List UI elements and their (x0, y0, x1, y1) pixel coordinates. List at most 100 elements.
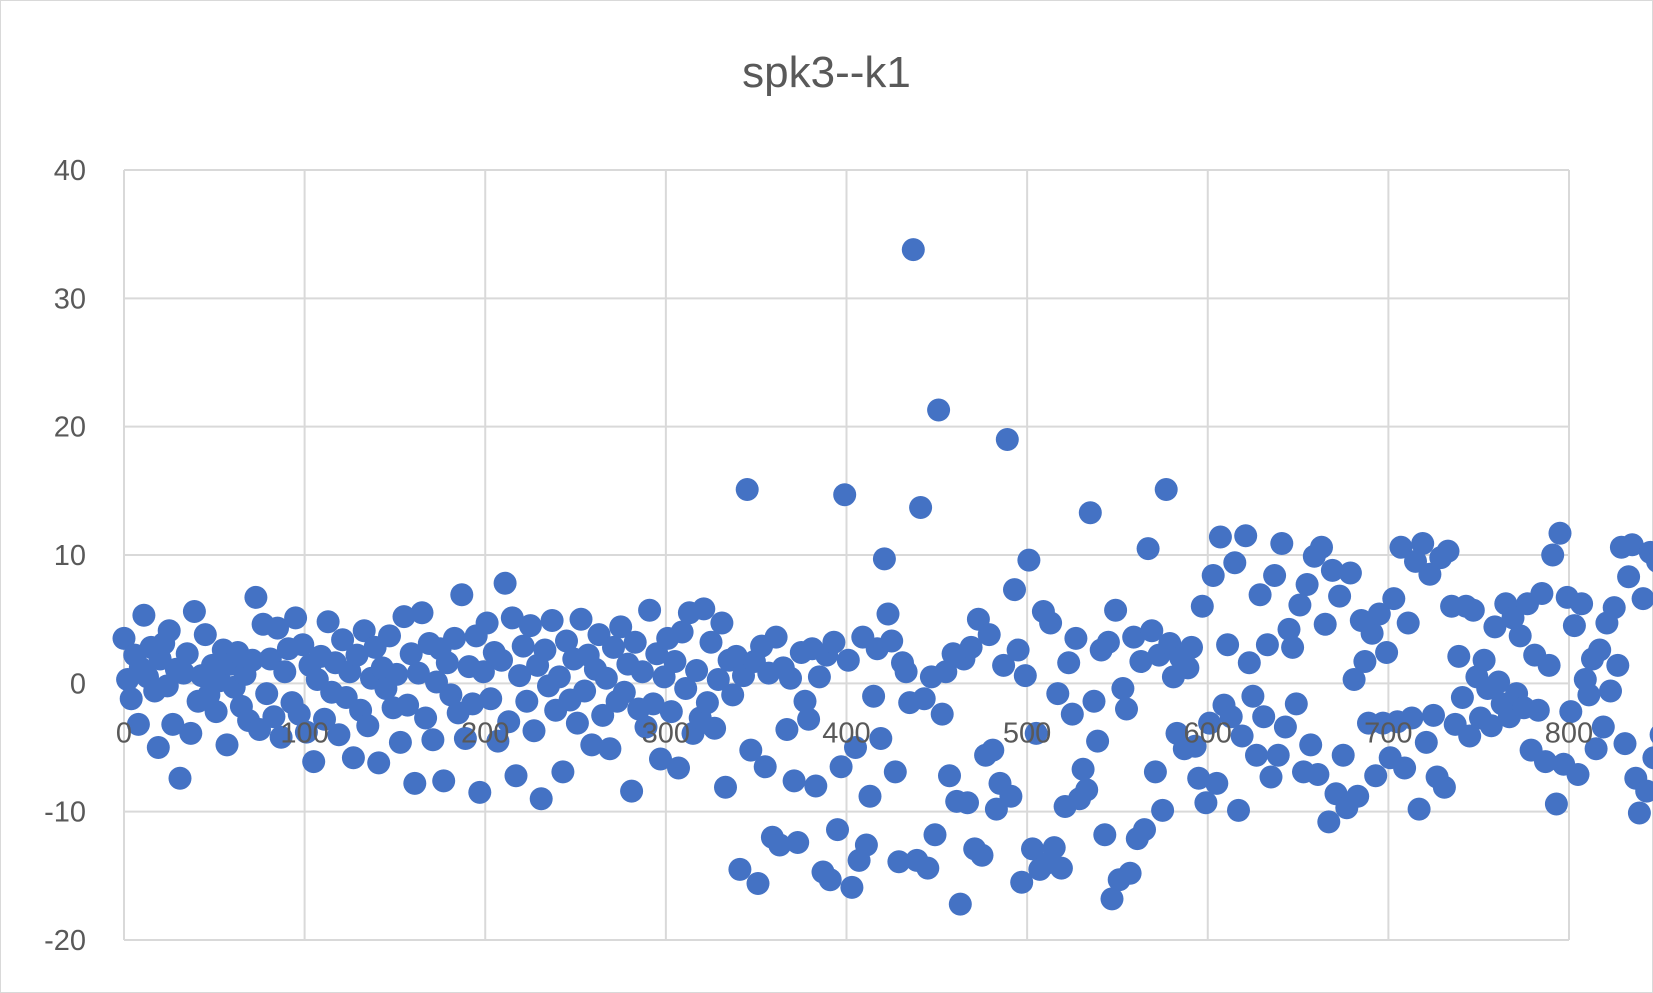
data-point (1508, 624, 1532, 648)
data-point (385, 662, 409, 686)
x-tick-label: 100 (280, 717, 328, 749)
data-point (880, 629, 904, 653)
data-point (1627, 801, 1651, 825)
data-point (786, 831, 810, 854)
data-point (432, 769, 456, 793)
data-point (1288, 593, 1312, 617)
data-point (1310, 535, 1333, 559)
data-point (1613, 732, 1637, 756)
data-point (1281, 635, 1305, 659)
data-point (1400, 706, 1424, 730)
data-point (215, 733, 239, 757)
data-point (1259, 765, 1283, 789)
data-point (497, 710, 521, 734)
data-point (602, 635, 625, 659)
data-point (1122, 625, 1146, 649)
data-point (634, 715, 658, 739)
data-point (1458, 724, 1482, 748)
data-point (547, 665, 571, 689)
data-point (1183, 734, 1207, 758)
data-point (132, 603, 156, 627)
data-point (1432, 775, 1456, 799)
data-point (1338, 561, 1362, 585)
data-point (710, 611, 734, 635)
y-axis-tick-labels: -20 -10 0 10 20 30 40 (44, 155, 86, 957)
y-tick-label: 40 (54, 155, 86, 187)
data-point (410, 601, 434, 625)
data-point (327, 723, 351, 747)
data-point (883, 760, 907, 784)
data-point (1526, 698, 1550, 722)
y-tick-label: 30 (54, 283, 86, 315)
data-point (1111, 677, 1135, 700)
data-point (367, 751, 391, 775)
data-point (475, 611, 499, 635)
data-point (1006, 638, 1030, 662)
data-point (858, 784, 882, 808)
data-point (1367, 602, 1391, 626)
data-point (598, 737, 622, 761)
data-point (406, 661, 430, 685)
data-point (518, 614, 542, 638)
data-point (1071, 757, 1095, 781)
data-point (1577, 683, 1601, 707)
data-point (1133, 818, 1156, 842)
data-point (1530, 582, 1554, 605)
data-point (1273, 715, 1297, 739)
data-point (844, 736, 867, 759)
y-tick-label: 0 (70, 668, 86, 700)
data-point (927, 398, 951, 422)
data-point (471, 660, 495, 684)
data-point (1201, 564, 1225, 587)
data-point (450, 583, 474, 607)
data-point (706, 668, 730, 691)
data-point (620, 779, 644, 803)
data-point (1042, 836, 1066, 860)
data-point (1295, 573, 1319, 596)
data-point (316, 610, 340, 634)
data-point (1548, 521, 1572, 545)
data-point (565, 711, 589, 735)
data-point (1093, 823, 1117, 847)
data-point (1364, 764, 1388, 788)
data-point (1313, 612, 1337, 636)
data-point (1039, 611, 1063, 635)
data-point (204, 700, 228, 724)
data-point (515, 689, 539, 713)
data-point (479, 687, 503, 711)
data-point (1306, 763, 1330, 786)
data-point (887, 850, 911, 874)
data-point (685, 659, 709, 682)
data-point (1559, 700, 1583, 724)
data-point (1591, 715, 1615, 739)
data-point (956, 791, 979, 815)
data-point (529, 787, 553, 811)
data-point (403, 771, 427, 795)
data-point (1003, 578, 1026, 602)
data-point (378, 624, 401, 648)
data-point (1436, 539, 1460, 563)
data-point (930, 702, 954, 726)
data-point (594, 666, 618, 690)
data-point (1284, 692, 1308, 716)
y-tick-label: -10 (44, 797, 86, 829)
data-point (1129, 650, 1153, 673)
data-point (1299, 733, 1323, 757)
data-point (439, 683, 463, 707)
data-point (1082, 689, 1106, 713)
y-tick-label: 20 (54, 412, 86, 444)
data-point (146, 736, 170, 759)
data-point (1024, 721, 1048, 745)
data-point (313, 707, 336, 731)
data-point (1187, 766, 1211, 790)
data-point (804, 774, 828, 798)
data-point (638, 598, 662, 622)
data-point (302, 750, 326, 774)
data-point (555, 629, 578, 653)
data-point (1190, 594, 1214, 618)
data-point (1537, 653, 1561, 677)
data-point (1064, 626, 1088, 650)
data-point (1057, 651, 1081, 675)
data-point (421, 728, 445, 752)
data-point (1602, 596, 1626, 620)
